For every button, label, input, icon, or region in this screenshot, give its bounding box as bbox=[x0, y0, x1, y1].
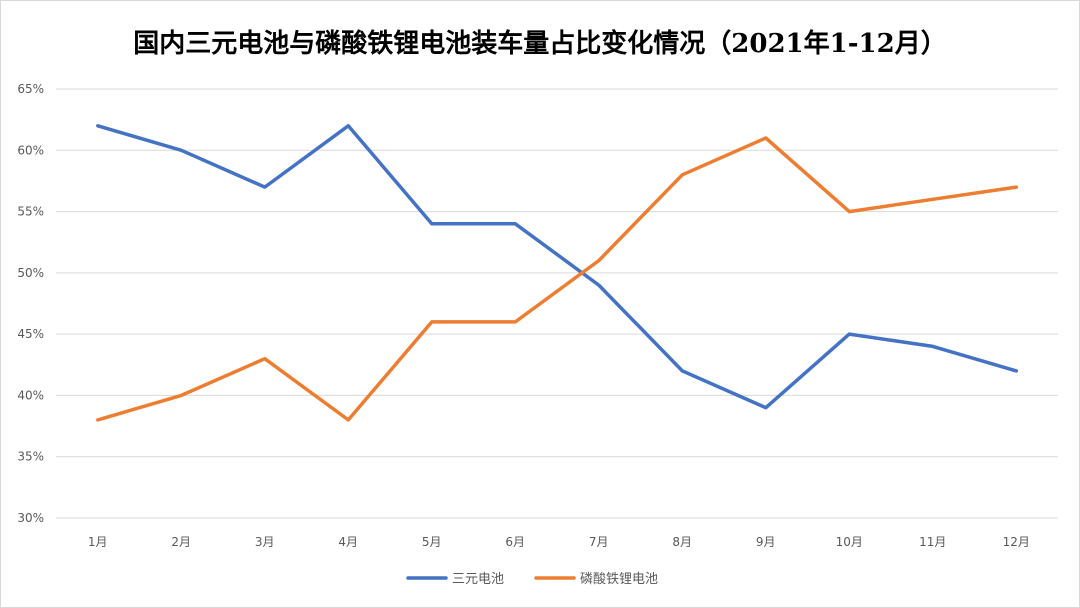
x-tick-label: 10月 bbox=[836, 535, 863, 549]
y-tick-label: 65% bbox=[17, 82, 44, 96]
y-tick-label: 30% bbox=[17, 511, 44, 525]
legend-label: 三元电池 bbox=[452, 572, 504, 587]
x-tick-label: 4月 bbox=[338, 535, 358, 549]
y-tick-label: 60% bbox=[17, 143, 44, 157]
y-tick-label: 45% bbox=[17, 327, 44, 341]
y-axis-tick-labels: 30% 35% 40% 45% 50% 55% 60% 65% bbox=[17, 82, 44, 525]
gridlines bbox=[56, 88, 1058, 519]
x-tick-label: 3月 bbox=[255, 535, 275, 549]
legend-item: 三元电池 bbox=[406, 572, 504, 587]
series-lines bbox=[96, 124, 1019, 422]
series-line-2 bbox=[96, 136, 1019, 422]
x-tick-label: 8月 bbox=[672, 535, 692, 549]
x-tick-label: 5月 bbox=[422, 535, 442, 549]
x-tick-label: 7月 bbox=[589, 535, 609, 549]
y-tick-label: 55% bbox=[17, 205, 44, 219]
x-tick-label: 12月 bbox=[1003, 535, 1030, 549]
x-tick-label: 6月 bbox=[505, 535, 525, 549]
x-tick-label: 11月 bbox=[919, 535, 946, 549]
legend-label: 磷酸铁锂电池 bbox=[580, 572, 658, 587]
chart-title: 国内三元电池与磷酸铁锂电池装车量占比变化情况（2021年1-12月） bbox=[133, 28, 946, 59]
y-tick-label: 50% bbox=[17, 266, 44, 280]
x-tick-label: 1月 bbox=[88, 535, 108, 549]
y-tick-label: 40% bbox=[17, 388, 44, 402]
x-tick-label: 2月 bbox=[171, 535, 191, 549]
y-tick-label: 35% bbox=[17, 450, 44, 464]
x-axis-tick-labels: 1月 2月 3月 4月 5月 6月 7月 8月 9月 10月 11月 12月 bbox=[88, 535, 1030, 549]
series-line-1 bbox=[96, 124, 1019, 410]
legend: 三元电池 磷酸铁锂电池 bbox=[406, 572, 658, 587]
x-tick-label: 9月 bbox=[756, 535, 776, 549]
legend-item: 磷酸铁锂电池 bbox=[534, 572, 658, 587]
